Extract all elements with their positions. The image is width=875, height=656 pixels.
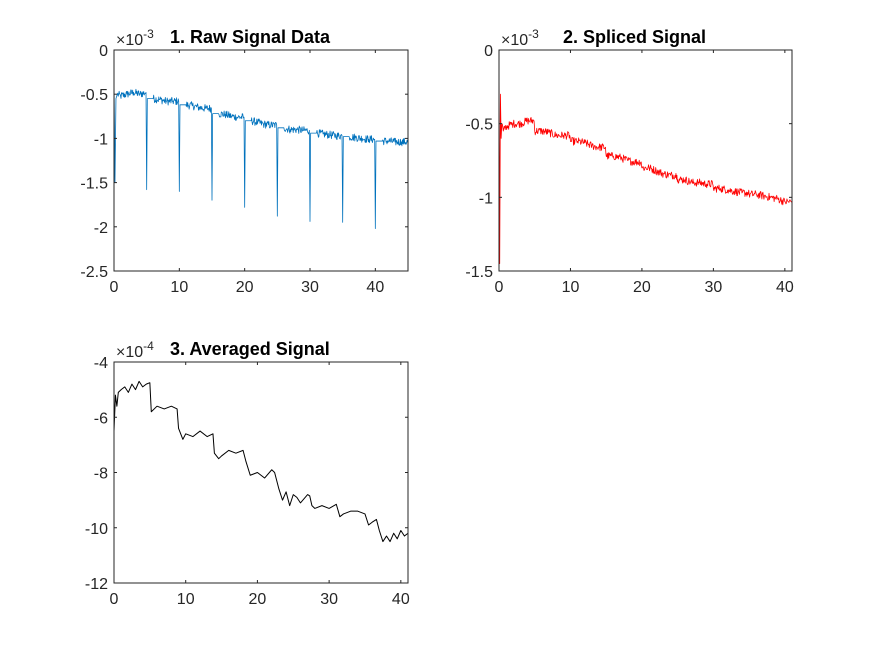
x-tick-label: 10: [562, 279, 580, 296]
x-tick-label: 40: [776, 279, 794, 296]
x-tick-label: 0: [110, 591, 119, 608]
x-tick-label: 0: [495, 279, 504, 296]
x-tick-label: 10: [177, 591, 195, 608]
y-tick-label: -10: [85, 521, 108, 538]
x-tick-label: 30: [320, 591, 338, 608]
subplot-averaged-signal: 0 10 20 30 40 -4 -6 -8 -10 -12 ×10-4 3. Averaged Si…: [85, 339, 410, 608]
x-tick-label: 20: [249, 591, 267, 608]
x-tick-label: 30: [704, 279, 722, 296]
subplot-spliced-signal: 0 10 20 30 40 0 -0.5 -1 -1.5 ×10-3 2. Spliced Sign…: [465, 27, 793, 296]
series-line: [113, 380, 409, 543]
y-tick-label: -1: [94, 131, 108, 148]
y-tick-label: -6: [94, 410, 108, 427]
y-tick-label: -8: [94, 466, 108, 483]
chart-title: 3. Averaged Signal: [170, 339, 330, 359]
y-tick-label: -1.5: [80, 176, 108, 193]
axes-box: [498, 49, 793, 272]
x-tick-label: 40: [392, 591, 410, 608]
series-line: [113, 76, 409, 229]
axes-box: [113, 49, 409, 272]
y-tick-label: -2: [94, 220, 108, 237]
x-tick-label: 10: [170, 279, 188, 296]
x-tick-label: 0: [110, 279, 119, 296]
y-tick-label: -0.5: [465, 117, 493, 134]
y-tick-label: -12: [85, 576, 108, 593]
chart-title: 1. Raw Signal Data: [170, 27, 331, 47]
axes-box: [113, 361, 409, 584]
axes-border: [498, 49, 793, 272]
y-exponent-label: ×10-4: [116, 339, 154, 361]
series-line: [498, 49, 793, 265]
x-tick-label: 30: [301, 279, 319, 296]
x-tick-label: 20: [236, 279, 254, 296]
x-tick-label: 20: [633, 279, 651, 296]
y-tick-label: -1: [479, 190, 493, 207]
y-tick-label: -0.5: [80, 87, 108, 104]
y-tick-label: 0: [99, 43, 108, 60]
chart-title: 2. Spliced Signal: [563, 27, 706, 47]
y-tick-label: -2.5: [80, 264, 108, 281]
subplot-raw-signal: 0 10 20 30 40 0 -0.5 -1 -1.5 -2 -2.5 ×10-3 1. Raw Si…: [80, 27, 409, 296]
axes-border: [113, 49, 409, 272]
y-exponent-label: ×10-3: [501, 27, 539, 49]
y-tick-label: 0: [484, 43, 493, 60]
y-tick-label: -4: [94, 355, 108, 372]
y-exponent-label: ×10-3: [116, 27, 154, 49]
y-tick-label: -1.5: [465, 264, 493, 281]
x-tick-label: 40: [366, 279, 384, 296]
